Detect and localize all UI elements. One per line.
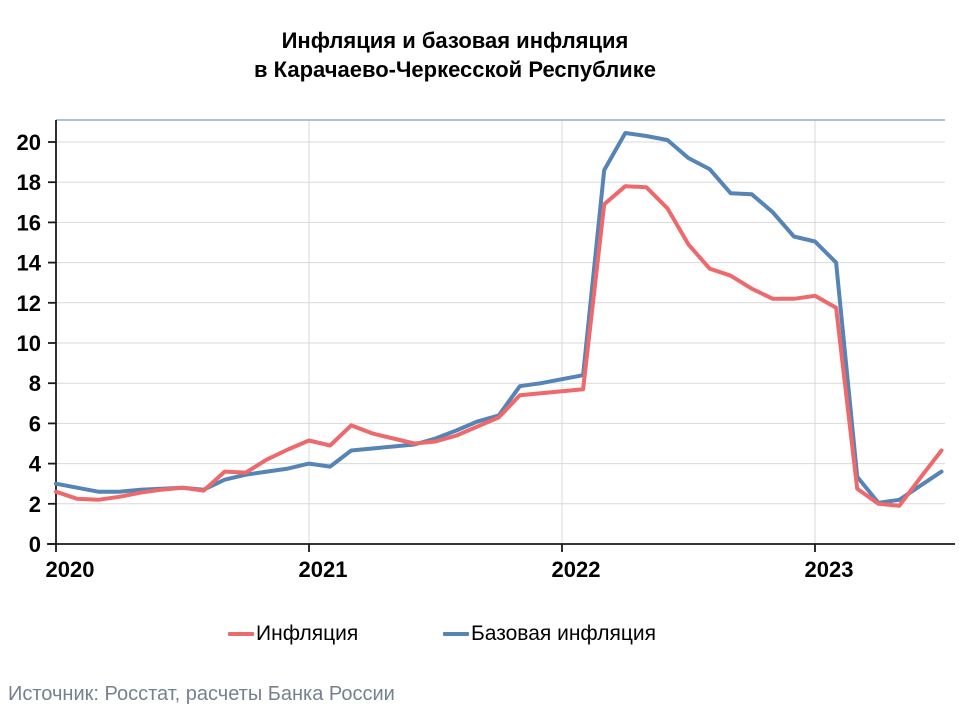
chart-legend: Инфляция Базовая инфляция [0, 621, 960, 647]
core-inflation-line-marker-icon [443, 632, 469, 636]
svg-text:2023: 2023 [805, 557, 854, 582]
svg-text:0: 0 [29, 532, 41, 557]
svg-text:8: 8 [29, 371, 41, 396]
legend-label-core-inflation: Базовая инфляция [471, 622, 657, 645]
svg-text:2: 2 [29, 492, 41, 517]
inflation-line-marker-icon [228, 632, 254, 636]
svg-text:2022: 2022 [552, 557, 601, 582]
svg-text:2020: 2020 [46, 557, 95, 582]
svg-text:12: 12 [17, 291, 41, 316]
source-note: Источник: Росстат, расчеты Банка России [8, 683, 395, 705]
svg-text:10: 10 [17, 331, 41, 356]
legend-item-inflation: Инфляция [228, 621, 358, 647]
svg-text:4: 4 [29, 452, 42, 477]
legend-label-inflation: Инфляция [256, 622, 359, 645]
svg-text:6: 6 [29, 411, 41, 436]
svg-text:14: 14 [17, 251, 42, 276]
svg-text:2021: 2021 [299, 557, 348, 582]
legend-item-core-inflation: Базовая инфляция [443, 621, 656, 647]
svg-text:20: 20 [17, 130, 41, 155]
chart-title-line2: в Карачаево-Черкесской Республике [254, 57, 656, 82]
svg-text:18: 18 [17, 170, 41, 195]
chart-title-line1: Инфляция и базовая инфляция [281, 28, 629, 53]
svg-text:16: 16 [17, 210, 41, 235]
page-title: Инфляция и базовая инфляция в Карачаево-… [0, 26, 910, 84]
chart-canvas: 0 2 4 6 8 10 12 14 16 18 20 2020 2021 2022 2023 [17, 119, 955, 582]
